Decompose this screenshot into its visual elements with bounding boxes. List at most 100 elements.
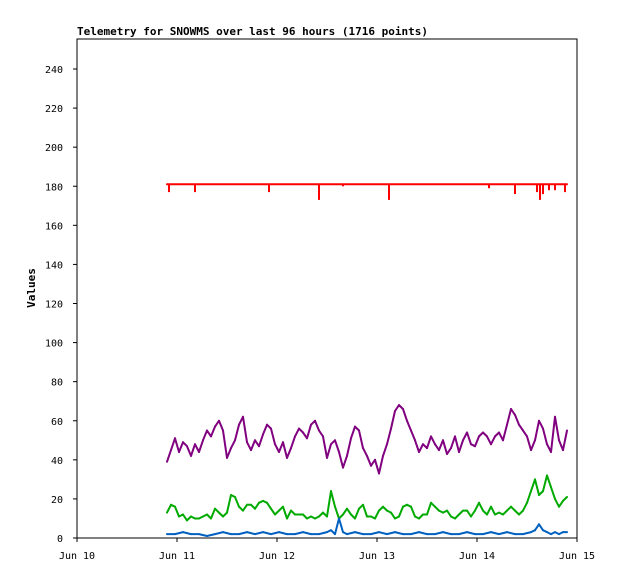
series-1-point [430,435,432,438]
series-2-point [554,497,556,500]
series-3-point [238,533,240,536]
series-3-point [402,533,404,536]
series-2-point [422,513,424,516]
series-2-point [454,517,456,520]
series-3-point [450,533,452,536]
series-2-point [194,517,196,520]
series-2-point [290,509,292,512]
y-tick-label: 100 [45,339,63,350]
series-1-point [558,439,560,442]
series-1-point [354,425,356,428]
series-1-point [170,449,172,452]
series-1-point [350,437,352,440]
series-1-point [310,423,312,426]
series-2-point [474,509,476,512]
series-1-point [550,451,552,453]
series-1-point [406,419,408,422]
series-2-point [434,505,436,508]
x-tick-label: Jun 12 [259,551,295,562]
series-1-point [486,435,488,438]
series-1-point [370,464,372,467]
series-2-point [342,513,344,516]
series-2-point [270,507,272,510]
series-2-point [446,509,448,512]
series-1-point [418,451,420,453]
series-1-point [218,419,220,422]
series-1-point [502,439,504,442]
series-1-point [566,429,568,432]
series-1-point [186,445,188,448]
y-tick-label: 180 [45,182,63,193]
series-1-point [330,443,332,446]
series-2-point [442,511,444,514]
series-3-point [418,531,420,534]
series-2-point [486,513,488,516]
series-1-point [190,454,192,457]
series-3-point [342,531,344,534]
series-2-point [438,509,440,512]
series-3-line [167,517,567,537]
series-1-point [322,435,324,438]
series-1-point [402,408,404,410]
y-tick-label: 200 [45,143,63,154]
series-3 [166,517,568,537]
series-2-point [202,515,204,518]
series-1-point [302,431,304,434]
series-2-point [382,505,384,508]
series-2-point [322,511,324,514]
series-1-point [494,435,496,438]
series-1-point [518,423,520,426]
series-2-point [282,505,284,508]
series-1-point [242,415,244,418]
series-2-point [238,505,240,508]
series-2-point [490,505,492,508]
series-2-point [350,513,352,516]
x-tick-label: Jun 15 [559,551,595,562]
series-2-point [222,515,224,518]
series-2-point [514,509,516,512]
series-1-point [470,443,472,446]
series-1-point [238,423,240,426]
series-1-point [426,447,428,450]
series-2-point [462,509,464,512]
series-1-point [478,435,480,438]
series-2-point [314,517,316,520]
series-1 [166,404,568,475]
series-3-point [546,531,548,534]
series-1-point [450,447,452,450]
series-3-point [458,533,460,536]
series-2-point [190,515,192,518]
series-2-point [230,494,232,496]
series-2-point [558,505,560,508]
series-3-point [286,533,288,536]
series-2-point [250,503,252,506]
series-2-point [378,509,380,512]
series-2-point [242,509,244,512]
series-1-point [182,441,184,444]
series-1-point [338,451,340,453]
series-1-point [278,451,280,453]
series-2 [166,474,568,522]
series-1-point [374,458,376,461]
series-2-point [318,515,320,518]
series-2-point [450,515,452,518]
y-axis-title: Values [25,268,38,308]
series-2-point [210,517,212,520]
y-tick-label: 20 [51,495,63,506]
series-1-point [506,423,508,426]
series-1-point [442,439,444,442]
series-1-point [534,439,536,442]
series-1-point [538,419,540,422]
series-2-point [498,511,500,514]
series-1-point [194,443,196,446]
series-1-point [254,439,256,442]
series-3-point [442,531,444,534]
series-3-point [270,533,272,536]
series-2-point [218,511,220,514]
series-3-point [354,531,356,534]
series-1-point [514,413,516,416]
series-1-point [446,453,448,455]
series-2-point [542,490,544,493]
series-1-point [246,441,248,444]
series-2-point [334,505,336,508]
